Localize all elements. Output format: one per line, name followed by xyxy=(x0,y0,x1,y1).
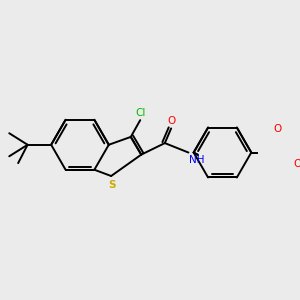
Text: O: O xyxy=(273,124,282,134)
Text: O: O xyxy=(167,116,175,126)
Text: O: O xyxy=(294,159,300,169)
Text: Cl: Cl xyxy=(135,108,146,118)
Text: NH: NH xyxy=(189,155,204,165)
Text: S: S xyxy=(108,180,116,190)
